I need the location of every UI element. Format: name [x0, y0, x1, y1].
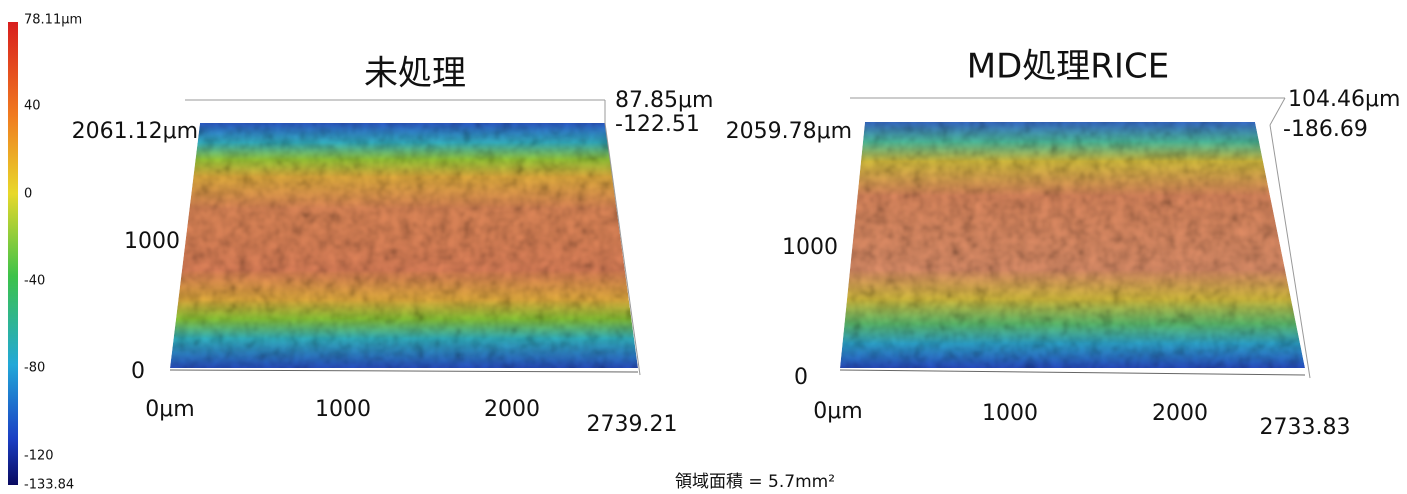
- colorbar-label: -120: [24, 449, 54, 464]
- frame: [604, 122, 641, 376]
- y-label: 0: [131, 359, 145, 384]
- z-label: 104.46μm: [1288, 87, 1400, 112]
- y-label: 1000: [124, 229, 180, 254]
- frame: [1269, 97, 1286, 126]
- colorbar-label: -80: [24, 361, 45, 376]
- x-label: 2000: [484, 397, 540, 422]
- z-label: 87.85μm: [615, 88, 713, 113]
- x-label: 1000: [982, 401, 1038, 426]
- x-label: 0μm: [813, 399, 862, 424]
- z-label: -122.51: [615, 112, 700, 137]
- colorbar-label: 0: [24, 187, 32, 202]
- colorbar-label: 40: [24, 99, 41, 114]
- y-label: 0: [794, 365, 808, 390]
- x-label: 2739.21: [587, 412, 678, 437]
- panel-title: 未処理: [364, 54, 466, 94]
- panel: 未処理 2061.12μm 1000 0 0μm 1000 2000 2739.…: [72, 54, 714, 438]
- colorbar-label: -40: [24, 274, 45, 289]
- panel-title: MD処理RICE: [967, 47, 1169, 87]
- x-axis: [169, 369, 639, 373]
- footer: 領域面積 = 5.7mm²: [675, 472, 835, 492]
- x-label: 2733.83: [1260, 415, 1351, 440]
- x-axis: [839, 369, 1306, 376]
- y-label: 1000: [782, 235, 838, 260]
- colorbar-label: 78.11μm: [24, 13, 82, 28]
- x-label: 2000: [1152, 401, 1208, 426]
- z-label: -186.69: [1283, 117, 1368, 142]
- frame: [1269, 124, 1311, 379]
- color-bar: [8, 22, 18, 485]
- panel: MD処理RICE 2059.78μm 1000 0 0μm 1000 2000 …: [726, 47, 1401, 441]
- y-label: 2061.12μm: [72, 119, 198, 144]
- surface: [840, 122, 1305, 368]
- surface: [170, 123, 638, 368]
- colorbar-label: -133.84: [24, 478, 74, 493]
- x-label: 1000: [315, 397, 371, 422]
- y-label: 2059.78μm: [726, 119, 852, 144]
- x-label: 0μm: [145, 397, 194, 422]
